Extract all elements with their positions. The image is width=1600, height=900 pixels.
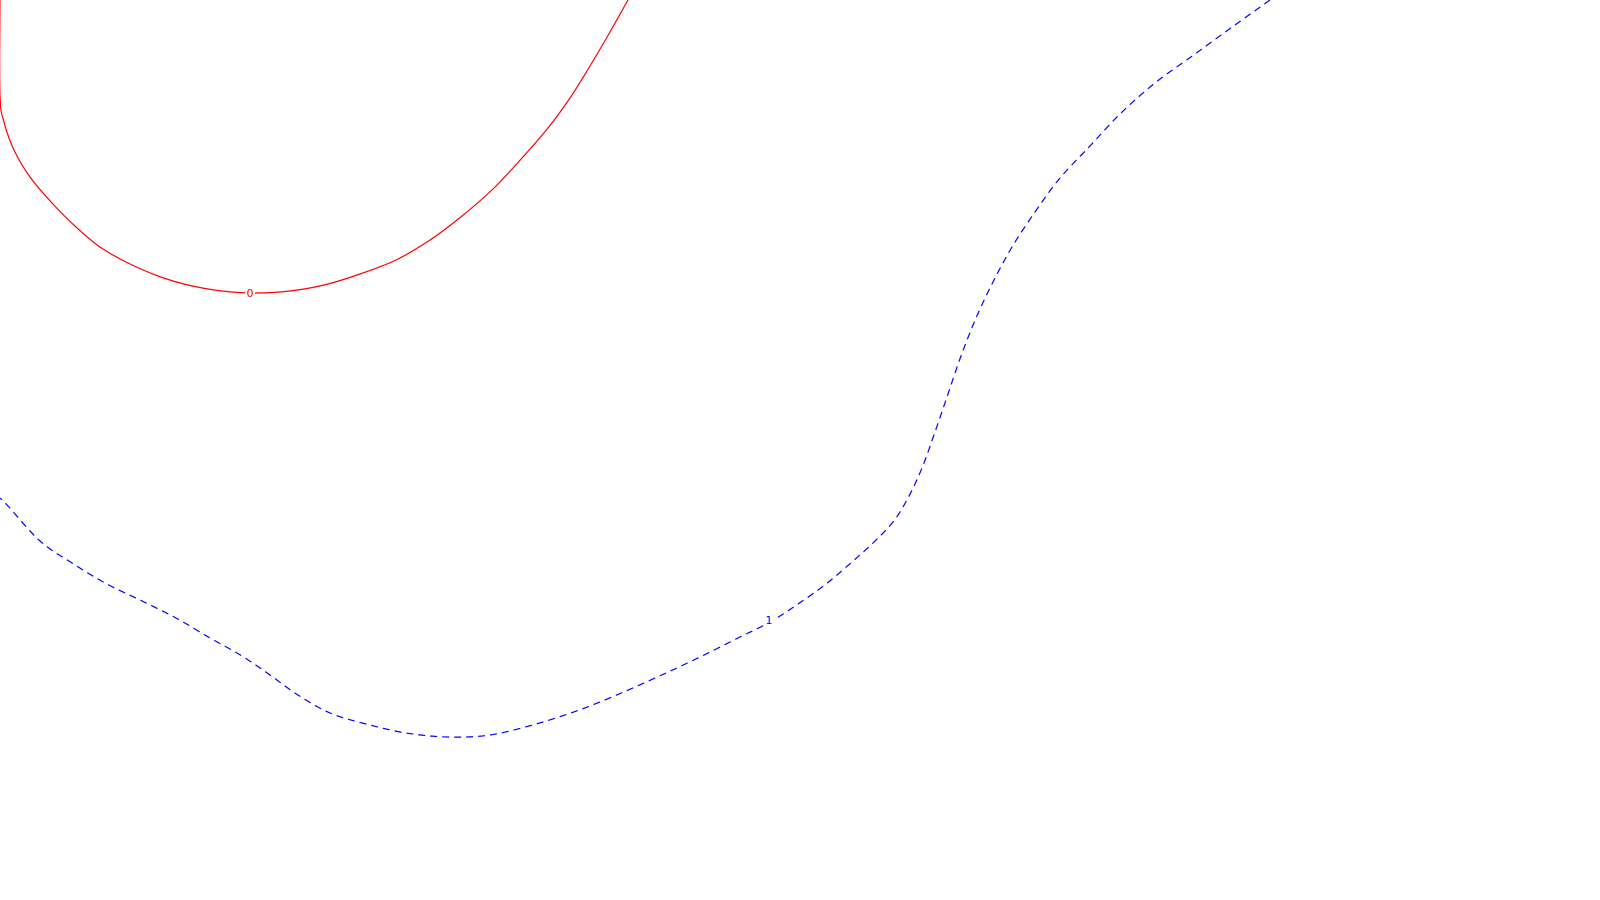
contour-label-level-1: 1	[766, 614, 773, 627]
contour-lines	[0, 0, 1271, 738]
contour-label-background	[245, 286, 255, 299]
contour-labels: 01	[245, 286, 774, 627]
contour-label-level-0: 0	[247, 287, 254, 300]
contour-label-background	[764, 613, 774, 626]
contour-line-level-1	[0, 0, 1271, 738]
contour-line-level-0	[0, 0, 629, 294]
